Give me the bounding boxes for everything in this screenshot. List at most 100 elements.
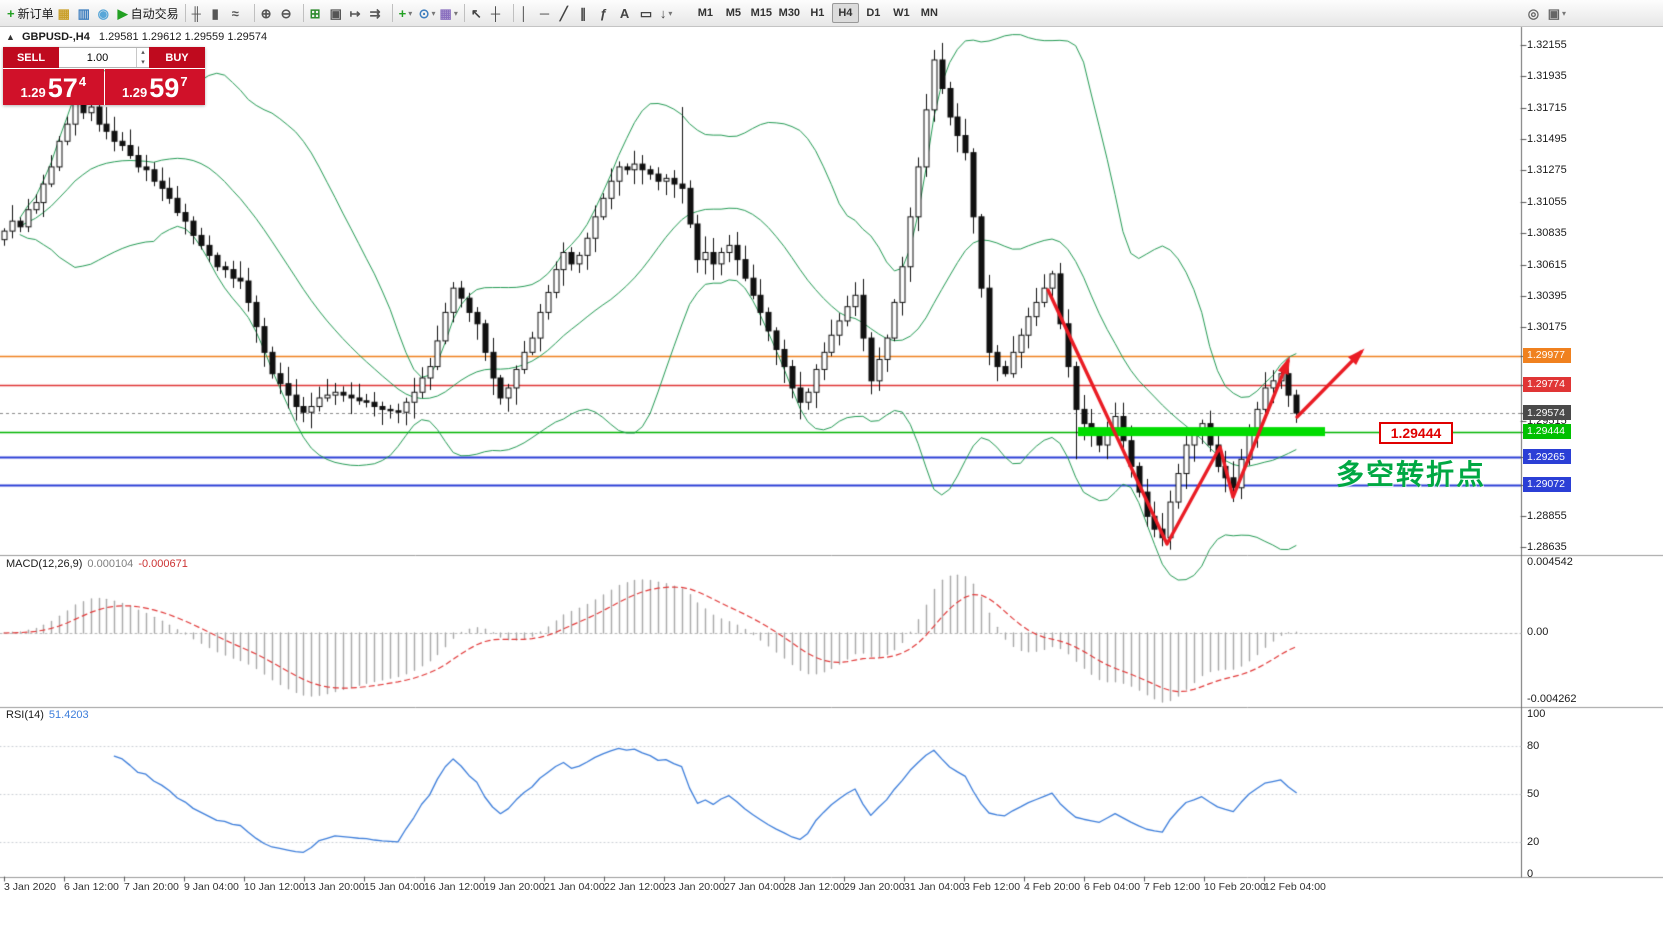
timeframe-M15[interactable]: M15 xyxy=(750,7,773,19)
volume-spinner: ▴ ▾ xyxy=(136,48,149,67)
tile-windows-button[interactable]: ⊞ xyxy=(308,2,328,24)
sell-price-big: 57 xyxy=(47,73,78,104)
toolbar-right-group: ◎ ▣ ▾ xyxy=(1526,2,1568,24)
zoom-out-icon: ⊖ xyxy=(280,5,292,21)
macd-value-signal: -0.000671 xyxy=(138,558,188,570)
timeframe-D1[interactable]: D1 xyxy=(866,7,881,19)
buy-price-big: 59 xyxy=(149,73,180,104)
auto-scroll-button[interactable]: ⇉ xyxy=(368,2,388,24)
volume-down-icon[interactable]: ▾ xyxy=(141,58,145,66)
navigator-button[interactable]: ◉ xyxy=(96,2,116,24)
price-callout-box[interactable]: 1.29444 xyxy=(1379,422,1453,444)
autotrading-play-icon: ▶ xyxy=(117,5,128,21)
arrows-tool-button[interactable]: ↓ ▾ xyxy=(658,2,678,24)
timeframe-M5[interactable]: M5 xyxy=(725,7,741,19)
symbol-title: GBPUSD-,H4 xyxy=(21,31,90,43)
chart-grid-icon: ▦ xyxy=(57,5,70,21)
bar-chart-icon: ╫ xyxy=(191,5,201,21)
dropdown-caret-icon: ▾ xyxy=(431,8,436,18)
zoom-in-button[interactable]: ⊕ xyxy=(259,2,279,24)
horizontal-line-icon: ─ xyxy=(539,5,550,21)
arrange-windows-icon: ▣ xyxy=(329,5,342,21)
toolbar-separator xyxy=(253,4,255,22)
text-tool-icon: A xyxy=(619,5,630,21)
templates-icon: ▦ xyxy=(439,5,452,21)
autotrading-button[interactable]: ▶ 自动交易 xyxy=(116,2,181,24)
volume-field-wrap: ▴ ▾ xyxy=(59,47,149,68)
candlestick-chart-button[interactable]: ▮ xyxy=(210,2,230,24)
timeframe-MN[interactable]: MN xyxy=(920,7,938,19)
sell-price-pip: 4 xyxy=(78,74,87,89)
rsi-value: 51.4203 xyxy=(48,709,89,721)
new-order-icon: + xyxy=(7,5,15,21)
buy-price-pip: 7 xyxy=(180,74,188,89)
turning-point-annotation[interactable]: 多空转折点 xyxy=(1336,459,1487,490)
zoom-out-button[interactable]: ⊖ xyxy=(279,2,299,24)
charts-grid-button[interactable]: ▦ xyxy=(56,2,76,24)
bar-chart-button[interactable]: ╫ xyxy=(190,2,210,24)
navigator-icon: ◉ xyxy=(97,5,109,21)
indicators-add-icon: + xyxy=(398,5,407,21)
cursor-tool-button[interactable]: ↖ xyxy=(469,2,489,24)
trade-panel-collapse-icon[interactable]: ▲ xyxy=(6,32,15,42)
fibonacci-icon: ƒ xyxy=(599,5,608,21)
channel-icon: ∥ xyxy=(579,5,587,21)
timeframe-H1[interactable]: H1 xyxy=(810,7,825,19)
trendline-icon: ╱ xyxy=(559,5,568,21)
timeframe-W1[interactable]: W1 xyxy=(893,7,910,19)
volume-input[interactable] xyxy=(59,48,136,67)
arrange-windows-button[interactable]: ▣ xyxy=(328,2,348,24)
popup-window-button[interactable]: ▣ ▾ xyxy=(1546,2,1568,24)
chart-shift-icon: ↦ xyxy=(349,5,361,21)
chart-shift-button[interactable]: ↦ xyxy=(348,2,368,24)
crosshair-tool-button[interactable]: ┼ xyxy=(489,2,509,24)
search-icon: ◎ xyxy=(1527,5,1540,21)
symbol-info: ▲ GBPUSD-,H4 1.29581 1.29612 1.29559 1.2… xyxy=(6,31,267,43)
timeframe-M30[interactable]: M30 xyxy=(778,7,801,19)
timeframe-M1[interactable]: M1 xyxy=(697,7,713,19)
search-button[interactable]: ◎ xyxy=(1526,2,1546,24)
templates-button[interactable]: ▦ ▾ xyxy=(438,2,460,24)
window-icon: ▣ xyxy=(1547,5,1560,21)
sell-price-button[interactable]: 1.29 57 4 xyxy=(3,69,104,105)
cursor-icon: ↖ xyxy=(470,5,482,21)
new-order-button-label: 新订单 xyxy=(17,6,54,21)
candlestick-icon: ▮ xyxy=(211,5,219,21)
symbol-ohlc-values: 1.29581 1.29612 1.29559 1.29574 xyxy=(98,31,268,43)
toolbar-separator xyxy=(463,4,465,22)
periods-icon: ⊙ xyxy=(418,5,430,21)
volume-up-icon[interactable]: ▴ xyxy=(141,49,145,57)
vertical-line-tool-button[interactable]: │ xyxy=(518,2,538,24)
rsi-label: RSI(14) 51.4203 xyxy=(6,709,89,721)
macd-value-main: 0.000104 xyxy=(87,558,134,570)
label-tool-button[interactable]: ▭ xyxy=(638,2,658,24)
text-tool-button[interactable]: A xyxy=(618,2,638,24)
market-watch-button[interactable]: ▥ xyxy=(76,2,96,24)
sell-button[interactable]: SELL xyxy=(3,47,59,68)
line-chart-icon: ≈ xyxy=(231,5,239,21)
buy-price-button[interactable]: 1.29 59 7 xyxy=(104,69,205,105)
trendline-tool-button[interactable]: ╱ xyxy=(558,2,578,24)
dropdown-caret-icon: ▾ xyxy=(1561,8,1566,18)
toolbar-separator xyxy=(391,4,393,22)
vertical-line-icon: │ xyxy=(519,5,528,21)
new-order-button[interactable]: + 新订单 xyxy=(5,2,56,24)
label-tool-icon: ▭ xyxy=(639,5,653,21)
tile-windows-icon: ⊞ xyxy=(309,5,321,21)
arrows-tool-icon: ↓ xyxy=(659,5,667,21)
indicators-button[interactable]: + ▾ xyxy=(397,2,417,24)
fibonacci-tool-button[interactable]: ƒ xyxy=(598,2,618,24)
buy-button[interactable]: BUY xyxy=(149,47,205,68)
timeframe-H4[interactable]: H4 xyxy=(831,3,859,23)
channel-tool-button[interactable]: ∥ xyxy=(578,2,598,24)
macd-label: MACD(12,26,9) 0.000104 -0.000671 xyxy=(6,558,188,570)
toolbar-separator xyxy=(302,4,304,22)
crosshair-icon: ┼ xyxy=(490,5,501,21)
dropdown-caret-icon: ▾ xyxy=(668,8,673,18)
periods-button[interactable]: ⊙ ▾ xyxy=(417,2,438,24)
auto-scroll-icon: ⇉ xyxy=(369,5,381,21)
horizontal-line-tool-button[interactable]: ─ xyxy=(538,2,558,24)
line-chart-button[interactable]: ≈ xyxy=(230,2,250,24)
